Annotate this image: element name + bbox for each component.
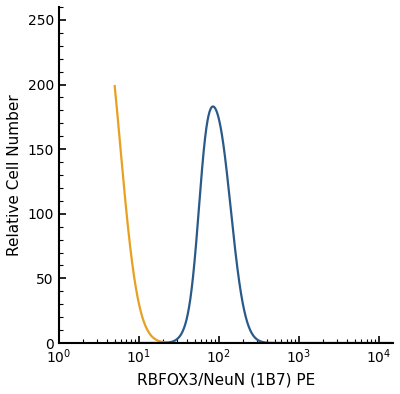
X-axis label: RBFOX3/NeuN (1B7) PE: RBFOX3/NeuN (1B7) PE	[137, 372, 315, 387]
Y-axis label: Relative Cell Number: Relative Cell Number	[7, 94, 22, 256]
